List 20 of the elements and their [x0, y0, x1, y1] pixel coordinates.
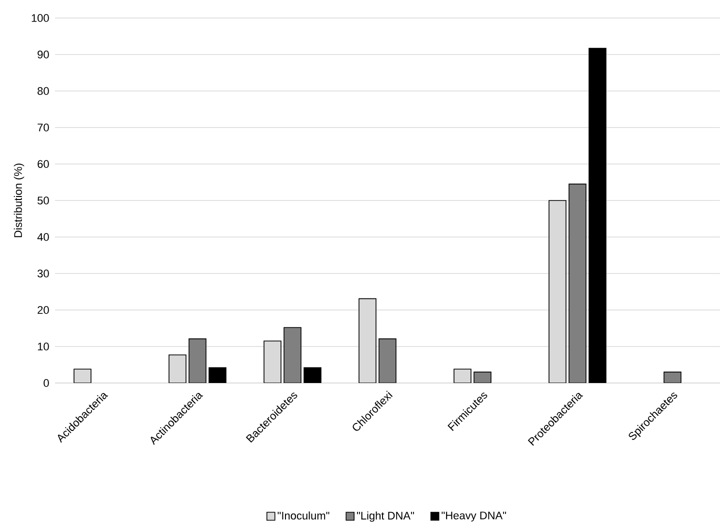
- legend-label: "Heavy DNA": [442, 512, 506, 522]
- bar: [188, 338, 206, 383]
- y-tick-label: 50: [38, 196, 49, 204]
- y-tick-label: 80: [38, 87, 49, 95]
- y-tick-label: 30: [38, 270, 49, 278]
- legend-label: "Light DNA": [356, 511, 414, 522]
- y-tick-label: 0: [44, 379, 49, 387]
- y-axis-title: Distribution (%): [14, 164, 24, 238]
- y-tick-label: 90: [38, 50, 49, 58]
- y-tick-label: 70: [38, 124, 49, 132]
- y-tick-label: 20: [38, 306, 49, 314]
- y-tick-label: 60: [38, 160, 49, 168]
- y-tick-label: 100: [32, 14, 49, 22]
- bar: [284, 327, 302, 383]
- y-tick-label: 40: [37, 233, 49, 241]
- y-tick-label: 10: [38, 342, 49, 350]
- legend-label: "Inoculum": [278, 511, 330, 520]
- bar: [378, 338, 396, 383]
- bar: [168, 354, 186, 383]
- bar: [568, 184, 586, 383]
